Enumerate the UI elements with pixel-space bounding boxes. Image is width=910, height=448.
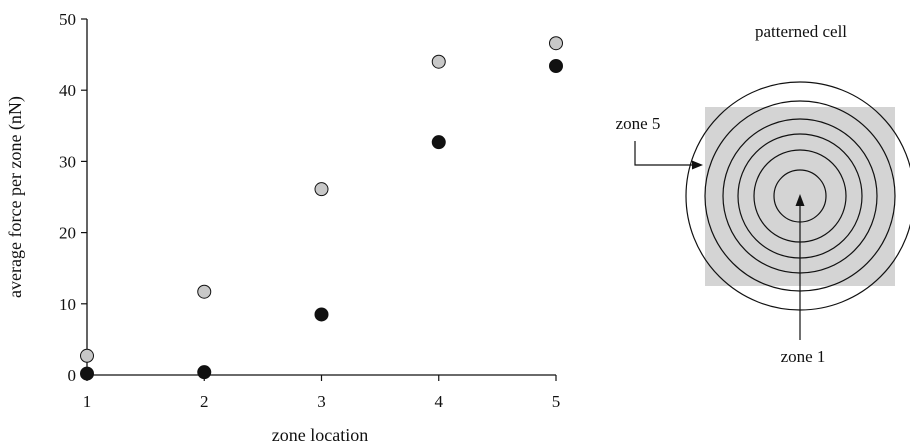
x-tick-label: 4 [435,392,444,411]
x-axis-title: zone location [272,425,368,445]
scatter-chart: 0 10 20 30 40 50 1 2 3 4 5 zone location average … [5,10,563,445]
zone-5-arrow-line [634,141,693,166]
data-point-series-1 [431,54,446,69]
patterned-cell-diagram: patterned cell zone 5 zone 1 [616,22,910,366]
zone-1-label: zone 1 [781,347,826,366]
y-tick-label: 0 [68,366,77,385]
y-tick-label: 20 [59,224,76,243]
diagram-title: patterned cell [755,22,847,41]
data-point-series-2 [431,135,446,150]
y-ticks: 0 10 20 30 40 50 [59,10,87,385]
plot-axes [86,19,556,376]
data-point-series-1 [80,348,94,363]
x-tick-label: 5 [552,392,561,411]
data-point-series-2 [197,365,212,380]
x-tick-label: 1 [83,392,92,411]
y-tick-label: 40 [59,81,76,100]
y-tick-label: 30 [59,152,76,171]
data-point-series-1 [197,284,212,299]
y-axis-title: average force per zone (nN) [5,96,26,298]
y-tick-label: 50 [59,10,76,29]
data-point-series-2 [80,366,94,381]
data-point-series-2 [314,307,329,322]
x-tick-label: 3 [317,392,326,411]
zone-5-arrowhead [692,160,703,170]
data-point-series-1 [549,36,563,51]
data-points [80,36,563,381]
x-ticks: 1 2 3 4 5 [83,375,561,411]
y-tick-label: 10 [59,295,76,314]
zone-5-label: zone 5 [616,114,661,133]
x-tick-label: 2 [200,392,209,411]
data-point-series-1 [314,182,329,197]
zone-1-arrowhead [795,194,805,206]
data-point-series-2 [549,58,563,73]
